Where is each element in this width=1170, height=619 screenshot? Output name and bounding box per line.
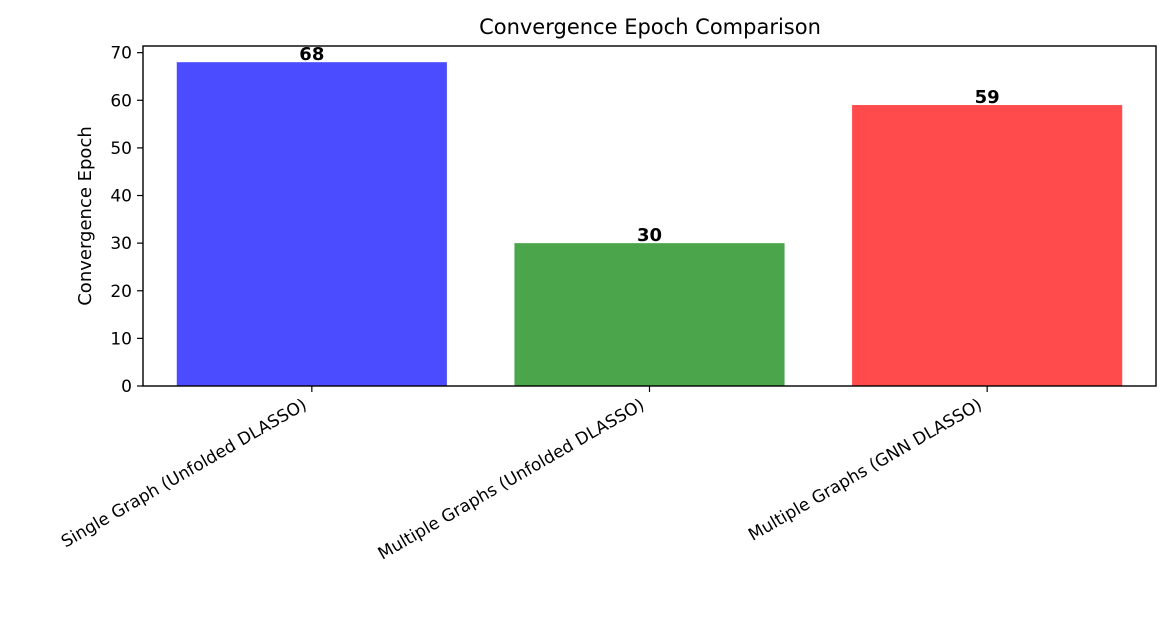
y-tick-label: 0 [121,377,132,397]
y-tick-label: 50 [110,139,132,159]
y-tick-label: 70 [110,44,132,64]
x-axis-ticks: Single Graph (Unfolded DLASSO) Multiple G… [58,386,988,564]
bars-group [176,62,1123,387]
plot-frame [142,45,1157,387]
data-label: 59 [975,87,1000,108]
data-label: 30 [637,225,662,246]
y-tick-label: 10 [110,329,132,349]
y-tick-label: 20 [110,282,132,302]
y-tick-label: 40 [110,187,132,207]
bar [176,62,447,386]
y-tick-label: 60 [110,91,132,111]
bar [852,105,1123,387]
data-labels-group: 68 30 59 [299,44,999,246]
y-tick-label: 30 [110,234,132,254]
chart-title: Convergence Epoch Comparison [479,15,821,39]
y-axis-label: Convergence Epoch [75,126,96,306]
x-tick-label: Multiple Graphs (GNN DLASSO) [745,395,985,545]
data-label: 68 [299,44,324,65]
bar [514,243,785,386]
x-tick-label: Multiple Graphs (Unfolded DLASSO) [375,395,648,564]
y-axis-ticks: 0 10 20 30 40 50 60 70 [110,44,143,397]
x-tick-label: Single Graph (Unfolded DLASSO) [58,395,310,552]
